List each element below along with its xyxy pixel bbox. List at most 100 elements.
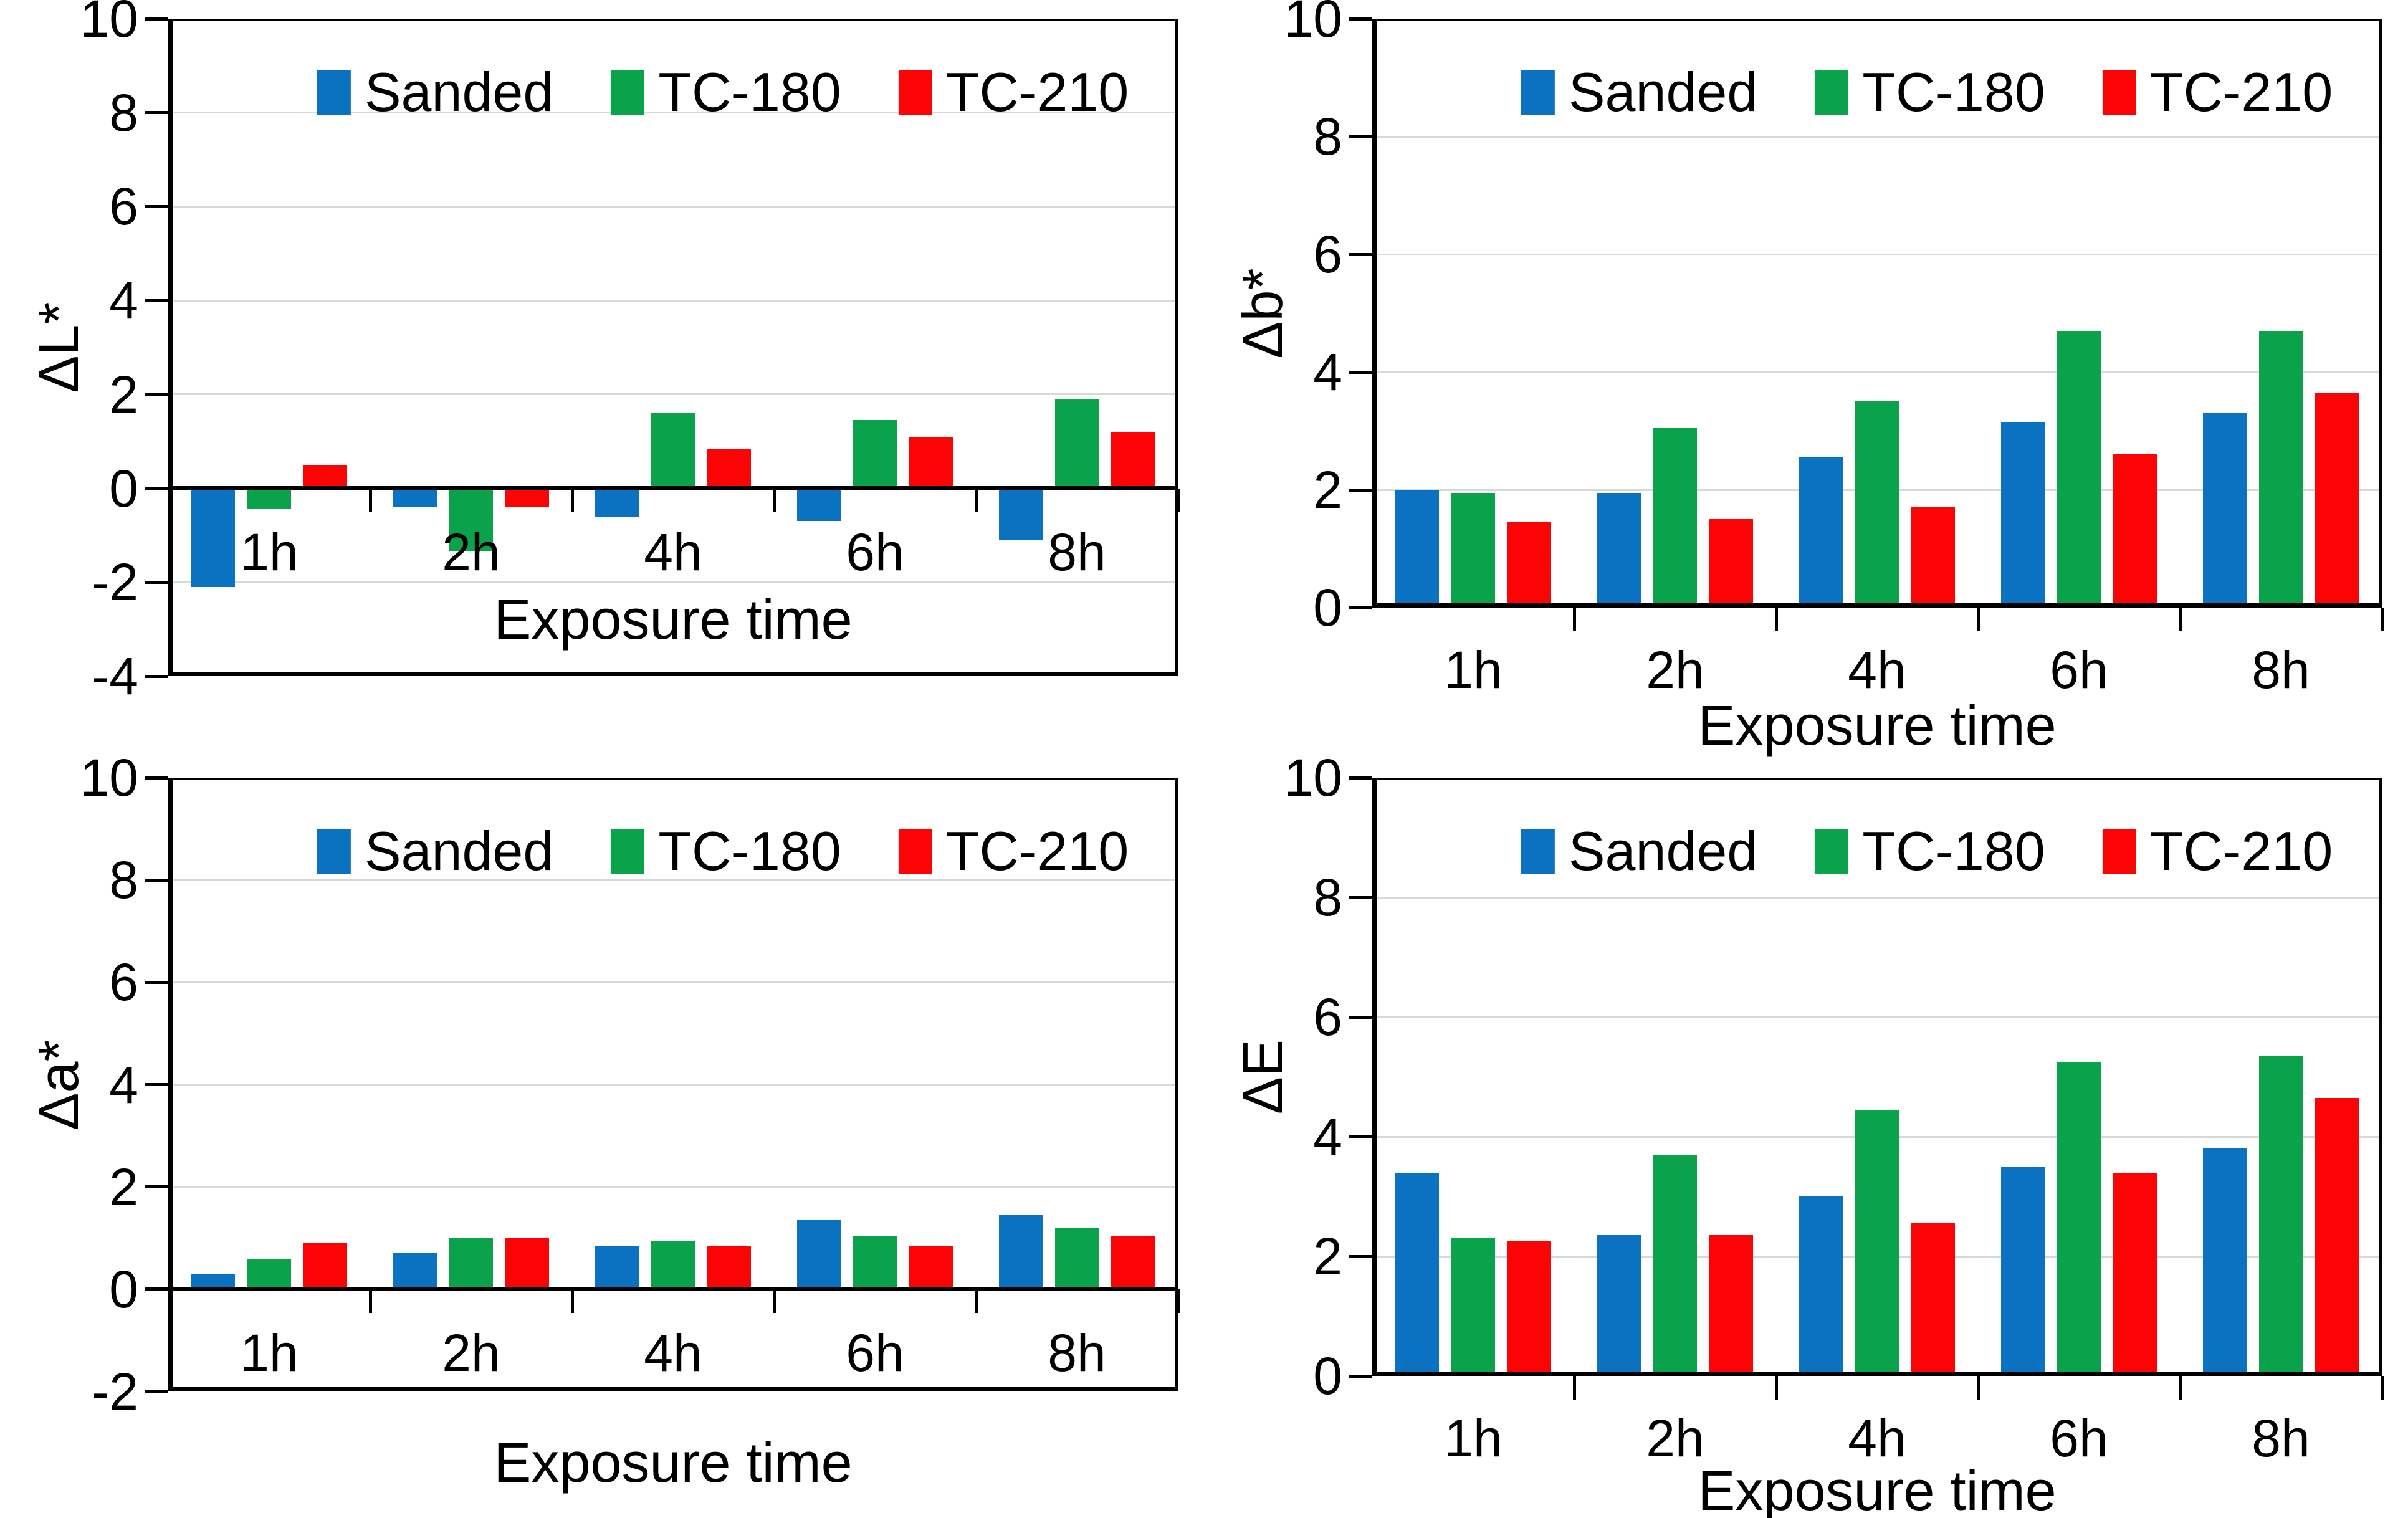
chart-panel-delta-a: -2 0 2 4 6 8 10 1h 2h 4h 6h 8h Exposure time Δa* Sande…	[0, 748, 1204, 1518]
y-tick-mark	[1349, 17, 1372, 21]
bar-tc-180-6h	[853, 1235, 897, 1289]
bar-sanded-1h	[1395, 1172, 1439, 1376]
x-tick-label-6h: 6h	[2050, 1409, 2108, 1468]
legend-label: TC-210	[945, 61, 1129, 123]
legend-label: TC-180	[1862, 820, 2045, 882]
bar-tc-180-1h	[247, 488, 291, 510]
x-tick-mark	[1572, 608, 1576, 631]
y-tick-label: 0	[109, 1259, 138, 1319]
bar-tc-210-8h	[2315, 1097, 2359, 1376]
legend-swatch-icon	[1815, 829, 1849, 874]
legend-item-sanded: Sanded	[1521, 62, 1757, 122]
legend-item-tc-180: TC-180	[611, 62, 841, 122]
y-tick-mark	[145, 580, 168, 584]
bar-tc-210-8h	[2315, 393, 2359, 608]
x-tick-mark	[2178, 608, 2182, 631]
y-tick-mark	[145, 204, 168, 208]
x-tick-mark	[1572, 1376, 1576, 1400]
gridline-y4	[168, 299, 1178, 302]
x-tick-mark	[974, 1289, 978, 1313]
y-tick-label: 6	[109, 177, 138, 236]
bar-tc-180-6h	[2057, 330, 2101, 608]
bar-tc-180-1h	[1451, 492, 1495, 608]
legend-item-tc-210: TC-210	[898, 61, 1129, 123]
bar-tc-210-2h	[1709, 1235, 1753, 1376]
legend: Sanded TC-180 TC-210	[1521, 821, 2333, 881]
bar-sanded-4h	[595, 1246, 639, 1289]
x-tick-label-1h: 1h	[240, 1323, 299, 1382]
bar-tc-210-6h	[909, 1246, 953, 1289]
x-tick-label-2h: 2h	[442, 522, 500, 581]
x-tick-mark	[570, 1289, 574, 1313]
bar-tc-210-4h	[707, 1246, 751, 1289]
bar-tc-180-2h	[449, 488, 493, 552]
x-tick-label-6h: 6h	[846, 522, 904, 581]
y-axis-title: Δa*	[28, 1039, 90, 1130]
bar-sanded-1h	[191, 1274, 235, 1289]
bar-sanded-2h	[1597, 1235, 1641, 1376]
bar-tc-180-2h	[449, 1238, 493, 1289]
x-tick-label-2h: 2h	[1646, 641, 1704, 699]
x-tick-label-1h: 1h	[240, 522, 299, 581]
gridline-y-2	[168, 581, 1178, 583]
legend-swatch-icon	[317, 829, 351, 874]
y-axis-title: Δb*	[1232, 267, 1294, 359]
x-axis-title: Exposure time	[1698, 1460, 2057, 1518]
y-tick-mark	[1349, 606, 1372, 609]
bar-tc-180-8h	[1055, 1228, 1099, 1289]
bar-tc-210-6h	[909, 436, 953, 489]
y-tick-label: 4	[109, 271, 138, 330]
bar-sanded-2h	[393, 488, 437, 507]
x-tick-label-8h: 8h	[1048, 522, 1106, 581]
y-tick-label: 0	[109, 459, 138, 518]
bar-tc-210-4h	[1911, 1223, 1955, 1376]
y-tick-mark	[1349, 895, 1372, 899]
legend-item-tc-180: TC-180	[1815, 821, 2045, 881]
legend-item-sanded: Sanded	[317, 62, 553, 122]
x-tick-mark	[2178, 1376, 2182, 1400]
y-tick-label: 8	[1313, 107, 1342, 166]
y-tick-label: 2	[109, 1157, 138, 1216]
legend-swatch-icon	[898, 829, 932, 874]
y-tick-mark	[145, 1185, 168, 1189]
y-tick-mark	[145, 674, 168, 678]
bar-sanded-8h	[2203, 413, 2247, 608]
x-axis-zero-line	[168, 1287, 1178, 1292]
gridline-y2	[168, 1186, 1178, 1188]
x-axis-title: Exposure time	[494, 1432, 853, 1494]
y-tick-label: 0	[1313, 578, 1342, 637]
y-tick-mark	[145, 776, 168, 780]
bar-tc-180-2h	[1653, 427, 1697, 608]
x-tick-label-1h: 1h	[1444, 1409, 1503, 1468]
gridline-y6	[1372, 1016, 2382, 1018]
legend-label: Sanded	[1568, 61, 1758, 123]
x-tick-mark	[2380, 608, 2384, 631]
x-axis-title: Exposure time	[1698, 695, 2057, 757]
x-tick-label-2h: 2h	[1646, 1409, 1704, 1468]
legend-label: Sanded	[1568, 820, 1758, 882]
legend-item-sanded: Sanded	[317, 821, 553, 881]
gridline-y6	[168, 981, 1178, 983]
x-tick-label-1h: 1h	[1444, 641, 1503, 699]
bar-sanded-6h	[797, 488, 841, 522]
bar-sanded-2h	[1597, 492, 1641, 608]
y-tick-label: -2	[92, 1362, 138, 1421]
y-tick-mark	[145, 17, 168, 21]
legend-swatch-icon	[2102, 829, 2136, 874]
legend-swatch-icon	[611, 70, 645, 115]
bar-tc-210-1h	[1507, 1241, 1551, 1376]
legend-swatch-icon	[1521, 829, 1555, 874]
gridline-y8	[1372, 896, 2382, 899]
x-tick-mark	[1774, 1376, 1778, 1400]
x-tick-mark	[1774, 608, 1778, 631]
y-tick-label: 8	[109, 83, 138, 142]
legend-item-tc-180: TC-180	[611, 821, 841, 881]
bar-tc-180-1h	[1451, 1238, 1495, 1376]
gridline-y4	[168, 1084, 1178, 1086]
gridline-y4	[1372, 371, 2382, 373]
legend-swatch-icon	[898, 70, 932, 115]
y-tick-mark	[145, 111, 168, 115]
x-tick-label-2h: 2h	[442, 1323, 500, 1382]
bar-tc-180-8h	[2259, 330, 2303, 608]
legend-label: TC-210	[2149, 820, 2333, 882]
